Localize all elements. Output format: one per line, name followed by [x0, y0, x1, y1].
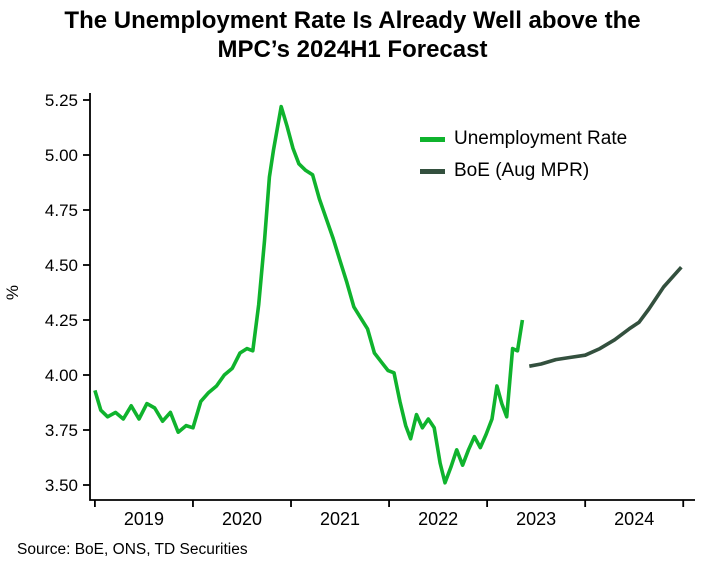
svg-text:3.50: 3.50: [45, 476, 78, 495]
svg-text:2022: 2022: [418, 509, 458, 529]
svg-text:2023: 2023: [516, 509, 556, 529]
legend-item-unemployment-rate: Unemployment Rate: [420, 128, 627, 150]
legend: Unemployment Rate BoE (Aug MPR): [420, 128, 627, 182]
page-title: The Unemployment Rate Is Already Well ab…: [0, 6, 705, 65]
legend-swatch-boe-aug-mpr: [420, 168, 445, 174]
legend-label-boe-aug-mpr: BoE (Aug MPR): [454, 160, 590, 181]
svg-text:2020: 2020: [222, 509, 262, 529]
svg-text:5.25: 5.25: [45, 91, 78, 110]
svg-text:4.25: 4.25: [45, 311, 78, 330]
svg-text:4.50: 4.50: [45, 256, 78, 275]
legend-swatch-unemployment-rate: [420, 136, 445, 142]
svg-text:4.75: 4.75: [45, 201, 78, 220]
svg-text:3.75: 3.75: [45, 421, 78, 440]
page-title-line-2: MPC’s 2024H1 Forecast: [217, 36, 488, 64]
svg-text:2019: 2019: [124, 509, 164, 529]
svg-text:2024: 2024: [614, 509, 654, 529]
svg-text:%: %: [3, 285, 22, 300]
svg-text:2021: 2021: [320, 509, 360, 529]
source-note: Source: BoE, ONS, TD Securities: [17, 541, 248, 558]
legend-label-unemployment-rate: Unemployment Rate: [454, 128, 628, 149]
page-title-line-1: The Unemployment Rate Is Already Well ab…: [64, 7, 641, 34]
svg-text:5.00: 5.00: [45, 146, 78, 165]
svg-text:4.00: 4.00: [45, 366, 78, 385]
legend-item-boe-aug-mpr: BoE (Aug MPR): [420, 160, 627, 182]
